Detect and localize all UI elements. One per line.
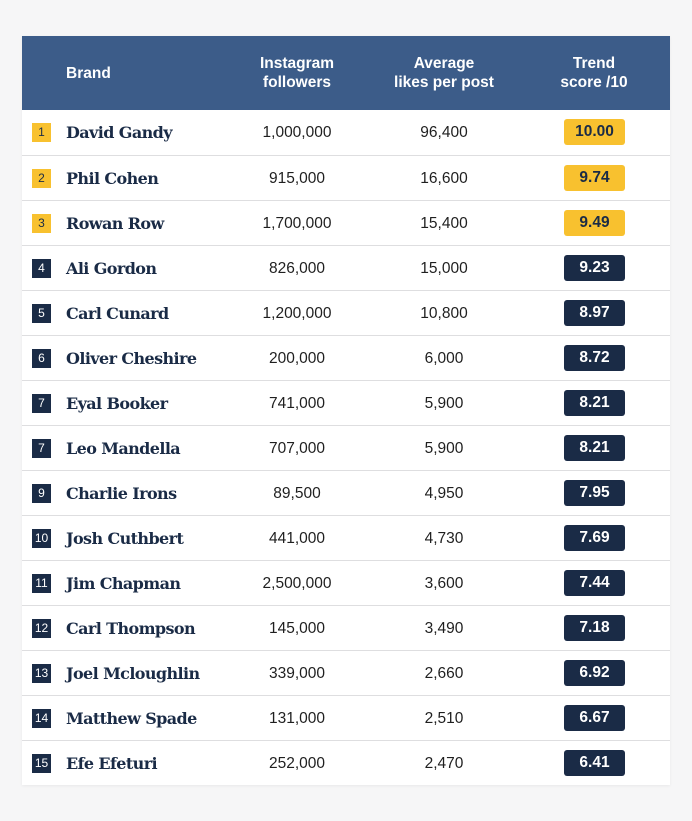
column-header-brand: Brand [66,64,111,82]
table-row: 9 Charlie Irons 89,500 4,950 7.95 [22,470,670,515]
rank-badge: 14 [32,709,51,728]
table-row: 6 Oliver Cheshire 200,000 6,000 8.72 [22,335,670,380]
table-row: 15 Efe Efeturi 252,000 2,470 6.41 [22,740,670,785]
rank-badge: 5 [32,304,51,323]
likes-value: 96,400 [420,123,468,141]
brand-name: Jim Chapman [66,574,181,593]
table-row: 7 Leo Mandella 707,000 5,900 8.21 [22,425,670,470]
followers-value: 441,000 [268,529,326,547]
trend-score-badge: 6.67 [564,705,625,731]
table-row: 5 Carl Cunard 1,200,000 10,800 8.97 [22,290,670,335]
followers-value: 145,000 [268,619,326,637]
table-row: 3 Rowan Row 1,700,000 15,400 9.49 [22,200,670,245]
rank-badge: 13 [32,664,51,683]
rank-badge: 1 [32,123,51,142]
followers-value: 826,000 [268,259,326,277]
table-row: 12 Carl Thompson 145,000 3,490 7.18 [22,605,670,650]
table-row: 10 Josh Cuthbert 441,000 4,730 7.69 [22,515,670,560]
likes-value: 10,800 [420,304,468,322]
brand-name: Rowan Row [66,214,164,233]
followers-value: 339,000 [268,664,326,682]
brand-name: Carl Thompson [66,619,196,638]
trend-score-badge: 9.49 [564,210,625,236]
likes-value: 5,900 [424,439,464,457]
column-header-trend-score: Trend score /10 [560,55,628,91]
column-header-followers: Instagram followers [259,55,335,91]
brand-name: Efe Efeturi [66,754,158,773]
brand-name: Phil Cohen [66,169,159,188]
rank-badge: 3 [32,214,51,233]
ranking-table: Brand Instagram followers Average likes … [22,36,670,785]
rank-badge: 4 [32,259,51,278]
followers-value: 89,500 [273,484,321,502]
followers-value: 1,200,000 [262,304,332,322]
trend-score-badge: 9.23 [564,255,625,281]
trend-score-badge: 7.18 [564,615,625,641]
trend-score-badge: 6.92 [564,660,625,686]
trend-score-badge: 10.00 [564,119,625,145]
table-header: Brand Instagram followers Average likes … [22,36,670,110]
rank-badge: 10 [32,529,51,548]
trend-score-badge: 9.74 [564,165,625,191]
likes-value: 2,510 [424,709,464,727]
table-body: 1 David Gandy 1,000,000 96,400 10.00 2 Phil Co… [22,110,670,785]
likes-value: 3,600 [424,574,464,592]
rank-badge: 6 [32,349,51,368]
trend-score-badge: 6.41 [564,750,625,776]
table-row: 7 Eyal Booker 741,000 5,900 8.21 [22,380,670,425]
column-header-likes: Average likes per post [394,55,494,91]
table-row: 13 Joel Mcloughlin 339,000 2,660 6.92 [22,650,670,695]
likes-value: 2,660 [424,664,464,682]
rank-badge: 15 [32,754,51,773]
likes-value: 15,400 [420,214,468,232]
brand-name: Leo Mandella [66,439,181,458]
rank-badge: 7 [32,394,51,413]
trend-score-badge: 7.69 [564,525,625,551]
followers-value: 2,500,000 [262,574,332,592]
table-row: 11 Jim Chapman 2,500,000 3,600 7.44 [22,560,670,605]
brand-name: Eyal Booker [66,394,168,413]
likes-value: 4,950 [424,484,464,502]
brand-name: Oliver Cheshire [66,349,197,368]
followers-value: 131,000 [268,709,326,727]
followers-value: 707,000 [268,439,326,457]
followers-value: 741,000 [268,394,326,412]
likes-value: 5,900 [424,394,464,412]
likes-value: 6,000 [424,349,464,367]
rank-badge: 9 [32,484,51,503]
rank-badge: 11 [32,574,51,593]
followers-value: 200,000 [268,349,326,367]
likes-value: 16,600 [420,169,468,187]
brand-name: David Gandy [66,123,173,142]
brand-name: Matthew Spade [66,709,197,728]
table-row: 4 Ali Gordon 826,000 15,000 9.23 [22,245,670,290]
likes-value: 15,000 [420,259,468,277]
trend-score-badge: 8.97 [564,300,625,326]
brand-name: Ali Gordon [66,259,157,278]
brand-name: Joel Mcloughlin [66,664,200,683]
trend-score-badge: 8.21 [564,390,625,416]
followers-value: 1,700,000 [262,214,332,232]
followers-value: 252,000 [268,754,326,772]
trend-score-badge: 7.44 [564,570,625,596]
rank-badge: 2 [32,169,51,188]
brand-name: Charlie Irons [66,484,177,503]
table-row: 14 Matthew Spade 131,000 2,510 6.67 [22,695,670,740]
likes-value: 3,490 [424,619,464,637]
trend-score-badge: 8.21 [564,435,625,461]
trend-score-badge: 7.95 [564,480,625,506]
rank-badge: 12 [32,619,51,638]
table-row: 1 David Gandy 1,000,000 96,400 10.00 [22,110,670,155]
brand-name: Carl Cunard [66,304,169,323]
followers-value: 915,000 [268,169,326,187]
rank-badge: 7 [32,439,51,458]
brand-name: Josh Cuthbert [66,529,184,548]
table-row: 2 Phil Cohen 915,000 16,600 9.74 [22,155,670,200]
likes-value: 2,470 [424,754,464,772]
likes-value: 4,730 [424,529,464,547]
trend-score-badge: 8.72 [564,345,625,371]
followers-value: 1,000,000 [262,123,332,141]
